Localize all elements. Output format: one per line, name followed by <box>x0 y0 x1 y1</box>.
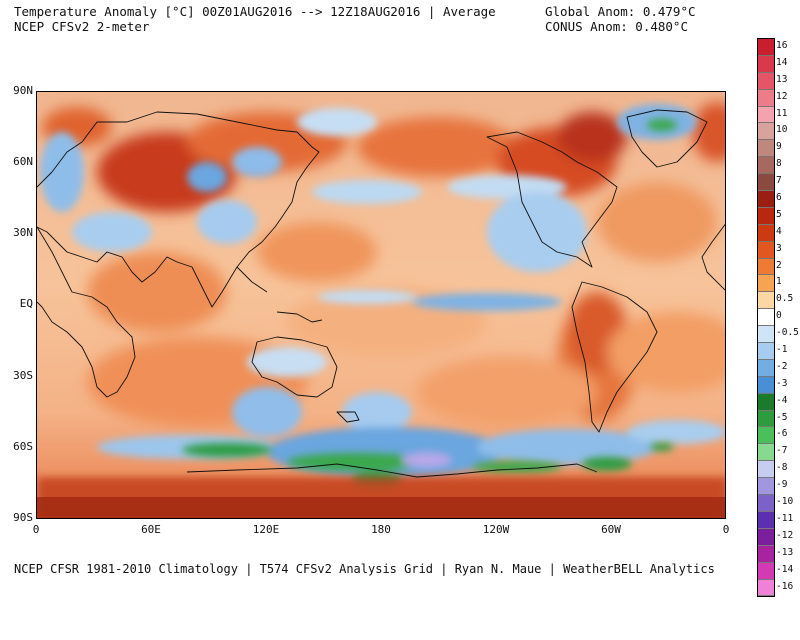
colorbar-swatch <box>758 393 774 411</box>
x-tick-label: 60E <box>141 523 161 536</box>
colorbar-swatch <box>758 72 774 90</box>
colorbar-label: 12 <box>776 90 788 102</box>
colorbar-swatch <box>758 89 774 107</box>
colorbar-swatch <box>758 511 774 529</box>
colorbar-swatch <box>758 241 774 259</box>
colorbar-swatch <box>758 55 774 73</box>
colorbar-label: 11 <box>776 107 788 119</box>
colorbar-swatch <box>758 579 774 597</box>
colorbar-label: 1 <box>776 276 782 288</box>
x-tick-label: 120E <box>252 523 280 536</box>
colorbar-label: 4 <box>776 225 782 237</box>
colorbar-label: -11 <box>776 512 794 524</box>
x-tick-label: 0 <box>722 523 730 536</box>
colorbar-label: -0.5 <box>776 327 799 339</box>
colorbar-swatch <box>758 106 774 124</box>
global-anomaly: Global Anom: 0.479°C <box>545 4 696 19</box>
y-tick-label: EQ <box>19 297 33 310</box>
colorbar-labels: 16 14 13 12 11 10 9 8 7 6 5 4 3 2 1 0.5 0 -0.5 -1 -2 -3 -4 -5 -… <box>776 38 799 595</box>
colorbar-label: -4 <box>776 394 788 406</box>
map-title: Temperature Anomaly [°C] 00Z01AUG2016 --… <box>14 4 496 19</box>
colorbar-swatch <box>758 292 774 310</box>
colorbar-label: 13 <box>776 73 788 85</box>
colorbar-label: -6 <box>776 428 788 440</box>
colorbar-swatch <box>758 224 774 242</box>
x-tick-label: 60W <box>601 523 621 536</box>
colorbar-label: -3 <box>776 377 788 389</box>
colorbar-swatch <box>758 39 774 56</box>
colorbar-swatch <box>758 140 774 158</box>
colorbar-swatch <box>758 359 774 377</box>
colorbar-label: -5 <box>776 411 788 423</box>
colorbar-label: 10 <box>776 124 788 136</box>
y-tick-label: 90S <box>13 511 33 524</box>
colorbar-swatch <box>758 191 774 208</box>
colorbar-swatch <box>758 528 774 546</box>
colorbar-label: 14 <box>776 56 788 68</box>
map-subtitle: NCEP CFSv2 2-meter <box>14 19 150 34</box>
colorbar-swatch <box>758 495 774 512</box>
colorbar-label: 16 <box>776 40 788 51</box>
colorbar-swatch <box>758 123 774 141</box>
colorbar-swatch <box>758 207 774 225</box>
colorbar-swatch <box>758 427 774 445</box>
anomaly-map <box>36 91 726 519</box>
colorbar-label: -1 <box>776 344 788 356</box>
colorbar-label: -13 <box>776 546 794 558</box>
x-tick-label: 120W <box>482 523 510 536</box>
colorbar-label: -8 <box>776 462 788 474</box>
anomaly-field <box>37 92 725 518</box>
colorbar-swatch <box>758 258 774 276</box>
colorbar-label: 9 <box>776 141 782 153</box>
x-tick-label: 0 <box>32 523 40 536</box>
colorbar-label: 3 <box>776 242 782 254</box>
colorbar-swatch <box>758 545 774 563</box>
colorbar-label: 0.5 <box>776 293 794 305</box>
colorbar-label: -9 <box>776 479 788 491</box>
coastlines <box>37 109 725 478</box>
footer-credits: NCEP CFSR 1981-2010 Climatology | T574 C… <box>14 562 715 576</box>
colorbar-label: -10 <box>776 496 794 508</box>
colorbar-label: 8 <box>776 158 782 170</box>
colorbar-label: 0 <box>776 310 782 322</box>
colorbar-swatch <box>758 343 774 360</box>
colorbar-label: -14 <box>776 563 794 575</box>
colorbar-swatch <box>758 157 774 175</box>
colorbar-swatch <box>758 376 774 394</box>
y-tick-label: 90N <box>13 84 33 97</box>
x-tick-label: 180 <box>371 523 391 536</box>
y-tick-label: 30N <box>13 226 33 239</box>
conus-anomaly: CONUS Anom: 0.480°C <box>545 19 688 34</box>
colorbar-swatch <box>758 562 774 580</box>
colorbar-label: -7 <box>776 445 788 457</box>
colorbar-label: 7 <box>776 175 782 187</box>
y-tick-label: 30S <box>13 369 33 382</box>
colorbar-label: 6 <box>776 192 782 204</box>
colorbar <box>757 38 775 598</box>
colorbar-swatch <box>758 326 774 344</box>
y-tick-label: 60S <box>13 440 33 453</box>
y-tick-label: 60N <box>13 155 33 168</box>
colorbar-swatch <box>758 478 774 496</box>
colorbar-swatch <box>758 174 774 192</box>
colorbar-swatch <box>758 444 774 462</box>
colorbar-label: 2 <box>776 259 782 271</box>
colorbar-label: 5 <box>776 208 782 220</box>
colorbar-swatch <box>758 275 774 293</box>
colorbar-swatch <box>758 309 774 327</box>
colorbar-swatch <box>758 410 774 428</box>
colorbar-label: -2 <box>776 360 788 372</box>
colorbar-swatch <box>758 461 774 479</box>
colorbar-label: -12 <box>776 529 794 541</box>
colorbar-label: -16 <box>776 580 794 592</box>
